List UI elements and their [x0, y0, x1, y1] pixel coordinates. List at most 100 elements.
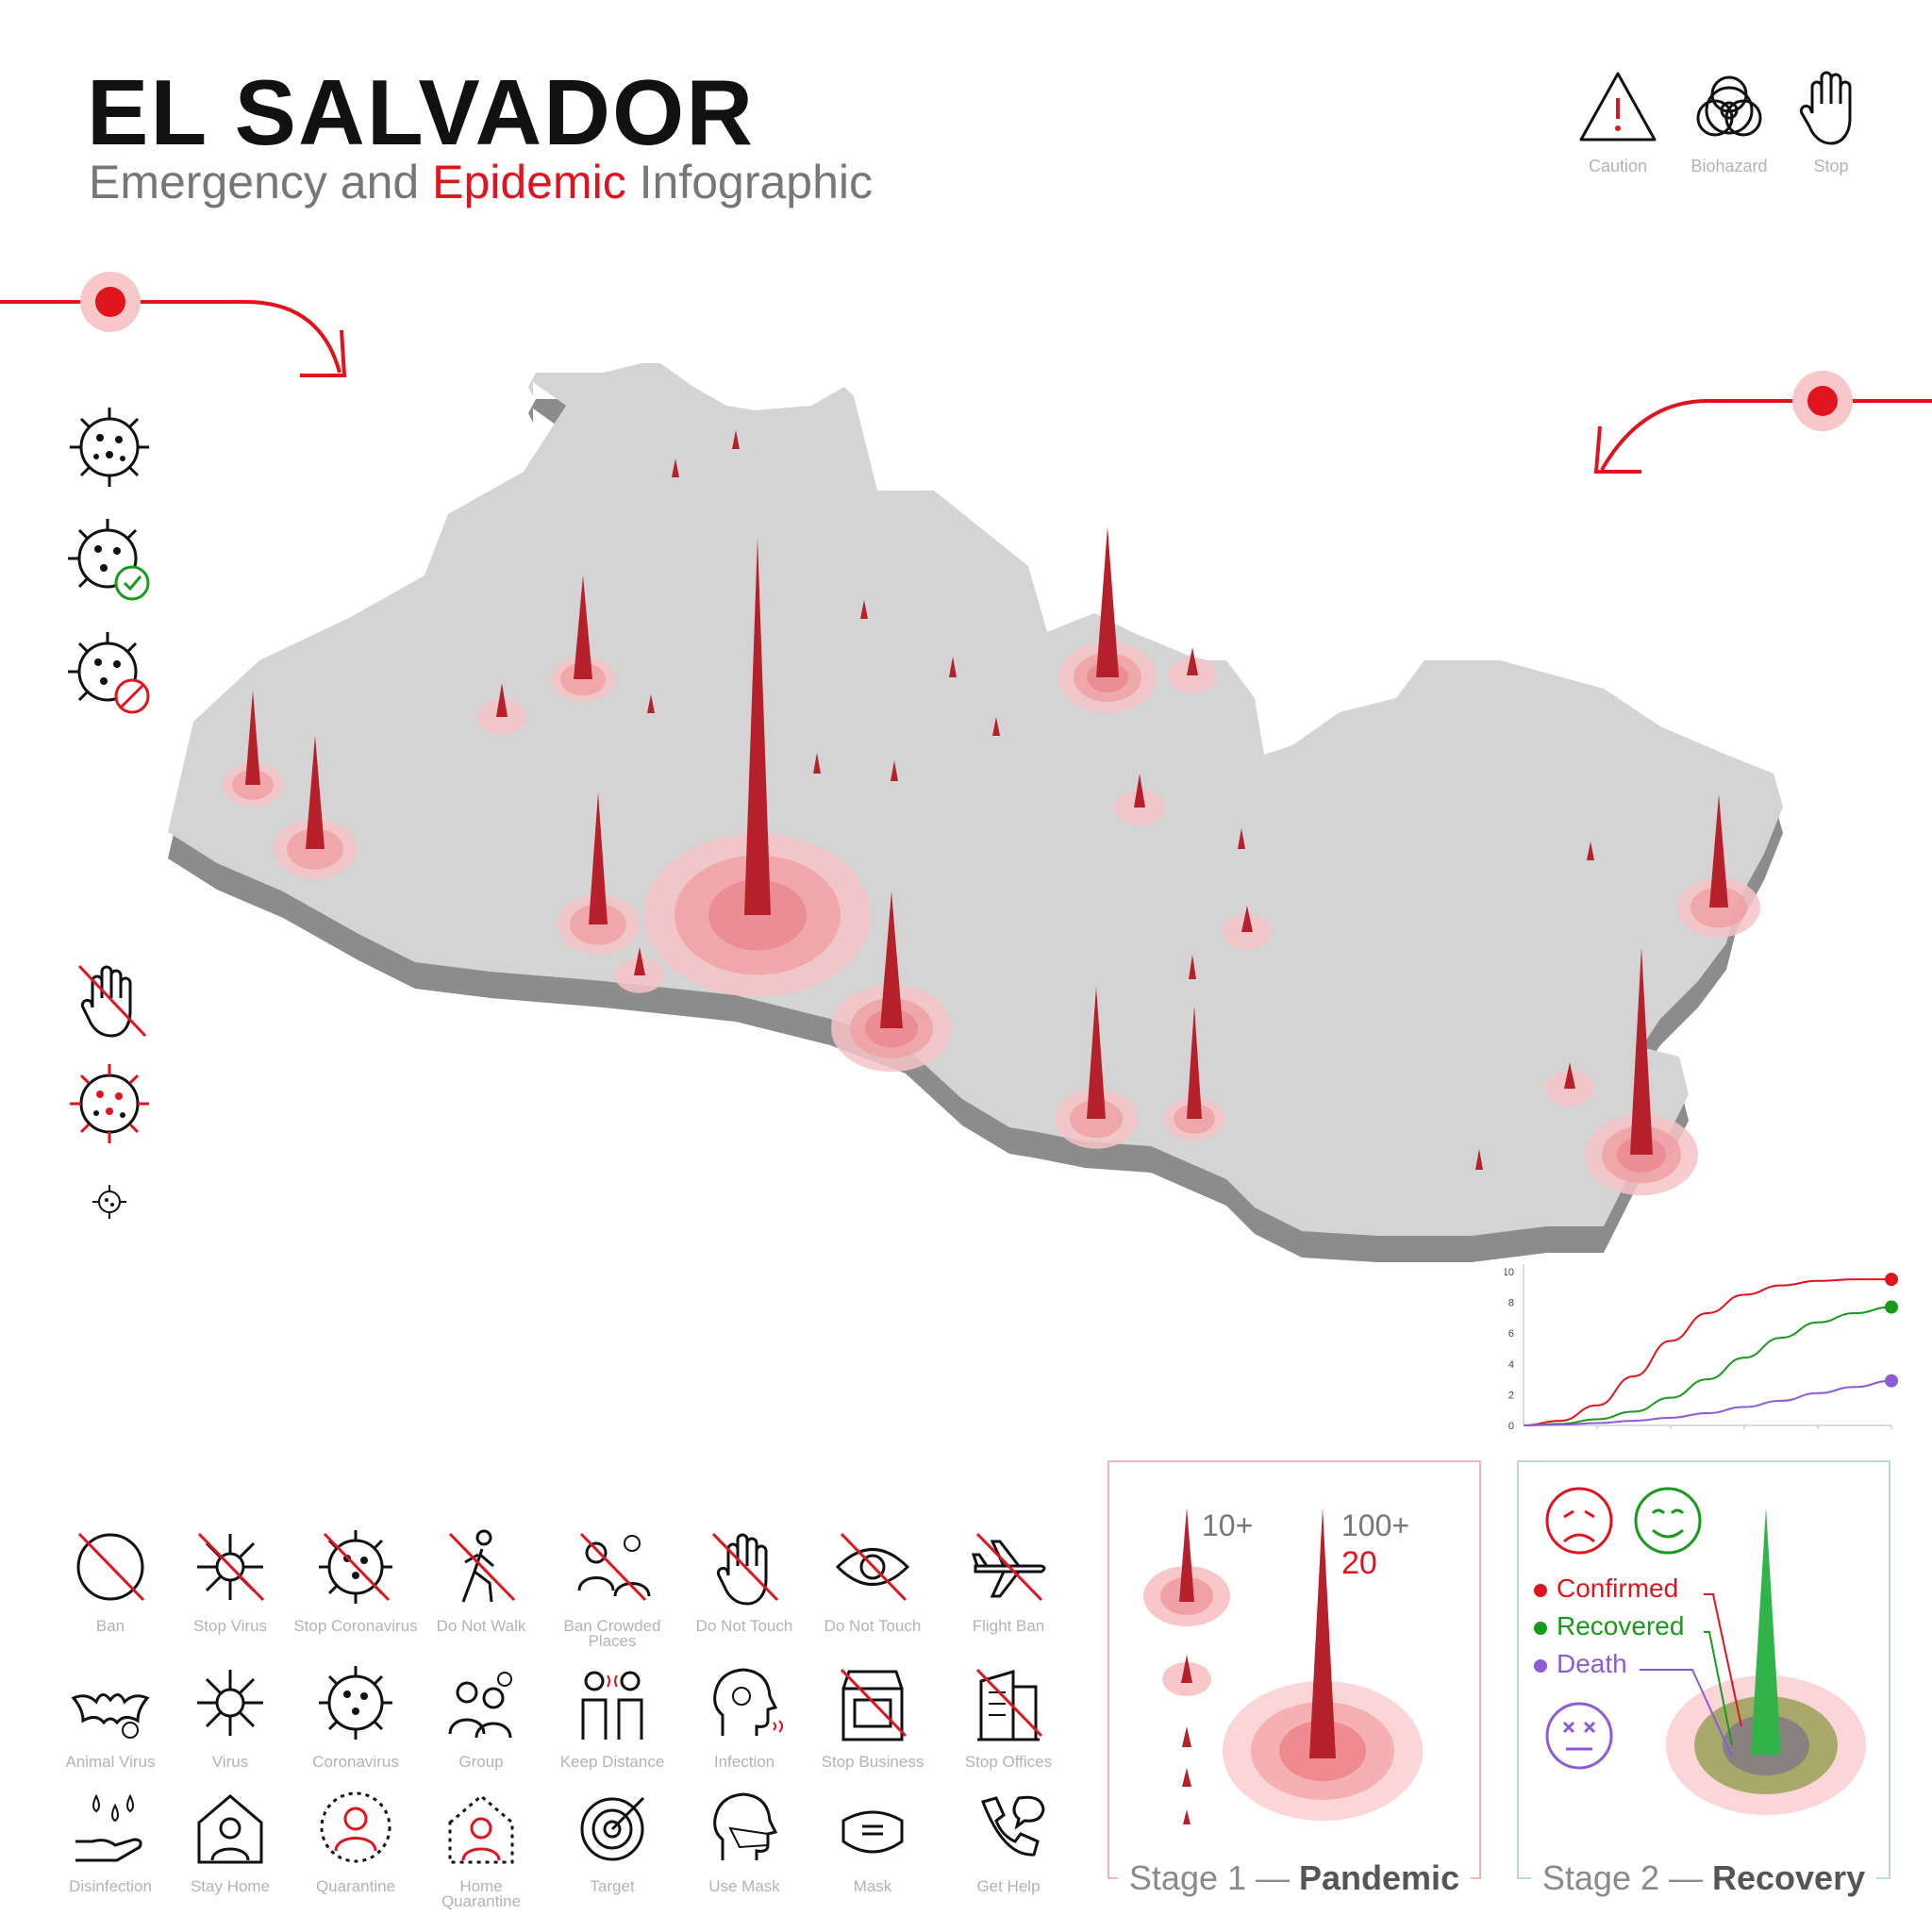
outbreak-spike — [880, 891, 903, 1028]
arrow-left-head — [300, 329, 347, 377]
stop-business-icon — [840, 1668, 908, 1741]
stage1-spike-large — [1309, 1507, 1336, 1758]
outbreak-spike — [1134, 774, 1145, 808]
get-help-icon — [981, 1795, 1045, 1857]
stop-virus-icon — [197, 1532, 265, 1602]
disinfection-icon — [75, 1793, 142, 1862]
arrow-right-head — [1593, 425, 1641, 474]
icon-label: Stop Coronavirus — [293, 1617, 418, 1635]
icon-cell: Get Help — [945, 1785, 1072, 1894]
sad-face-icon — [1545, 1487, 1613, 1555]
virus-red-icon — [70, 1064, 149, 1143]
outbreak-spike — [992, 717, 1000, 736]
icon-cell: Animal Virus — [47, 1660, 174, 1770]
chart-series-endpoint — [1885, 1273, 1898, 1287]
icon-cell: Quarantine — [292, 1785, 419, 1894]
icon-cell: Stop Coronavirus — [292, 1524, 419, 1634]
icon-label: Animal Virus — [65, 1753, 156, 1771]
chart-series — [1523, 1273, 1898, 1426]
biohazard-icon — [1696, 75, 1762, 137]
small-virus-icon — [92, 1185, 126, 1219]
stage1-illustration: 10+ 100+ 20 — [1143, 1507, 1423, 1824]
stage2-title-b: Recovery — [1712, 1858, 1866, 1897]
flight-ban-icon — [971, 1532, 1046, 1602]
outbreak-spike — [1189, 955, 1196, 979]
stage1-title-a: Stage 1 — — [1128, 1858, 1300, 1897]
icon-label: Do Not Touch — [695, 1617, 793, 1635]
icon-label: Stay Home — [190, 1877, 271, 1895]
icon-cell: Flight Ban — [945, 1524, 1072, 1634]
death-leader-line — [1640, 1669, 1733, 1757]
virus-checked-icon — [68, 519, 150, 601]
icon-cell: Mask — [809, 1785, 936, 1894]
virus-banned-icon — [68, 632, 150, 714]
icon-label: Keep Distance — [559, 1753, 665, 1771]
chart-y-tick-label: 4 — [1508, 1359, 1514, 1371]
dead-face-icon — [1545, 1702, 1613, 1770]
outbreak-spike — [1187, 1006, 1202, 1119]
chart-y-tick-label: 8 — [1508, 1298, 1514, 1309]
icon-cell: Coronavirus — [292, 1660, 419, 1770]
stage1-spike-5 — [1183, 1809, 1191, 1824]
icon-cell: Keep Distance — [549, 1660, 675, 1770]
icon-label: Get Help — [976, 1877, 1041, 1895]
outbreak-spike — [1630, 947, 1653, 1155]
animal-virus-icon — [71, 1693, 150, 1739]
outbreak-spike — [1709, 794, 1728, 908]
outbreak-spike — [1475, 1149, 1483, 1170]
stage1-label-large: 100+ — [1341, 1508, 1409, 1542]
arrow-right-dot — [1807, 386, 1838, 416]
coronavirus-icon — [319, 1666, 392, 1740]
icon-label: Ban — [95, 1617, 125, 1635]
stage2-illustration — [1545, 1487, 1866, 1815]
icon-label: Stop Virus — [192, 1617, 268, 1635]
icon-label: Virus — [211, 1753, 249, 1771]
outbreak-spike — [1087, 987, 1106, 1119]
confirmed-leader-line — [1704, 1593, 1742, 1727]
chart-series-line — [1523, 1306, 1892, 1426]
icon-cell: Group — [418, 1660, 544, 1770]
icon-label: Disinfection — [69, 1877, 152, 1895]
chart-y-ticks: 0 2 4 6 8 10 — [1505, 1267, 1892, 1432]
trend-chart: 0 2 4 6 8 10 — [1505, 1264, 1898, 1432]
icon-cell: Stay Home — [167, 1785, 293, 1894]
stage1-title-b: Pandemic — [1299, 1858, 1460, 1897]
caution-icon — [1579, 72, 1657, 142]
chart-y-tick-label: 10 — [1505, 1267, 1514, 1278]
arrow-right-curve — [1600, 399, 1708, 471]
legend-death: Death — [1534, 1649, 1627, 1679]
chart-series-line — [1523, 1379, 1892, 1426]
stop-coronavirus-icon — [319, 1530, 392, 1604]
stage2-title: Stage 2 — Recovery — [1519, 1858, 1889, 1898]
icon-label: Home Quarantine — [441, 1877, 522, 1910]
stage1-label-small: 10+ — [1202, 1508, 1253, 1542]
do-not-touch-eye-icon — [835, 1532, 910, 1602]
page-title: EL SALVADOR — [87, 60, 756, 164]
stop-label: Stop — [1813, 157, 1849, 175]
icon-cell: Ban Crowded Places — [549, 1524, 675, 1649]
icon-cell: Do Not Walk — [418, 1524, 544, 1634]
outbreak-spike — [1238, 828, 1245, 849]
chart-y-tick-label: 0 — [1508, 1421, 1514, 1432]
outbreak-spike — [1587, 841, 1594, 860]
chart-series-line — [1523, 1278, 1891, 1426]
caution-item: Caution — [1566, 66, 1670, 176]
legend-confirmed: Confirmed — [1534, 1574, 1678, 1604]
ban-crowded-places-icon — [577, 1532, 651, 1602]
home-quarantine-icon — [448, 1794, 514, 1864]
chart-series-endpoint — [1885, 1374, 1898, 1388]
outbreak-spike — [1187, 647, 1198, 675]
icon-cell: Use Mask — [681, 1785, 808, 1894]
happy-face-icon — [1634, 1487, 1702, 1555]
outbreak-spike — [245, 691, 260, 785]
icon-cell: Stop Business — [809, 1660, 936, 1770]
keep-distance-icon — [581, 1671, 643, 1740]
icon-label: Stop Business — [821, 1753, 924, 1771]
outbreak-spike — [1241, 906, 1253, 932]
stage1-title: Stage 1 — Pandemic — [1109, 1858, 1479, 1898]
icon-cell: Ban — [47, 1524, 174, 1634]
confirmed-dot — [1534, 1583, 1547, 1597]
chart-y-tick-label: 6 — [1508, 1328, 1514, 1340]
page-subtitle: Emergency and Epidemic Infographic — [89, 158, 873, 206]
legend-recovered: Recovered — [1534, 1611, 1684, 1641]
